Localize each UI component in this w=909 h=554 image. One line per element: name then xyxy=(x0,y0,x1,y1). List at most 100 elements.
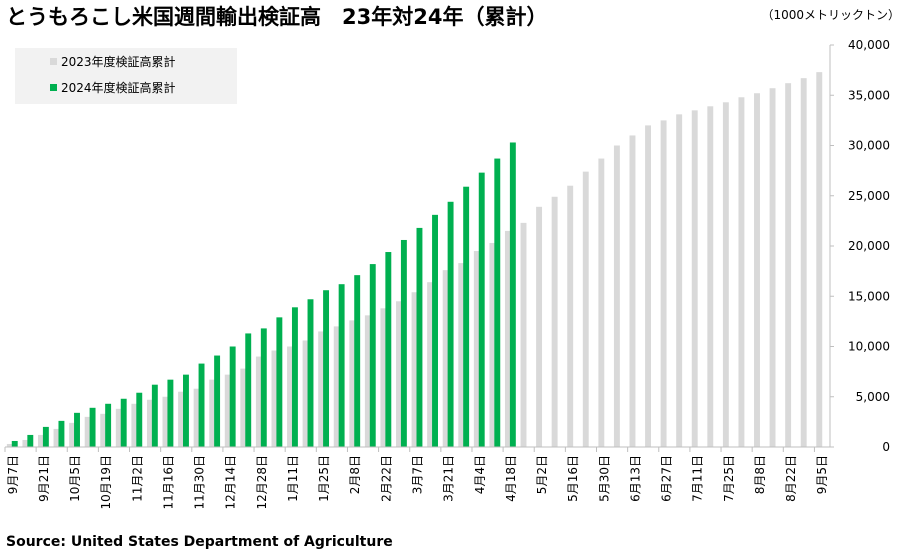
bar xyxy=(115,408,122,447)
y-tick-label: 20,000 xyxy=(848,239,890,253)
x-tick-label: 9月21日 xyxy=(37,455,51,502)
bar xyxy=(229,346,236,447)
bar xyxy=(287,346,293,447)
bar xyxy=(89,407,96,447)
bar xyxy=(676,114,683,447)
bar xyxy=(6,443,13,447)
x-tick-label: 5月16日 xyxy=(566,455,580,502)
bar xyxy=(245,333,252,447)
bar xyxy=(442,270,449,447)
bar xyxy=(58,420,65,447)
bar xyxy=(427,282,434,447)
x-tick-label: 4月4日 xyxy=(473,455,487,494)
x-tick-label: 1月25日 xyxy=(317,455,331,502)
bar xyxy=(349,320,356,447)
x-tick-label: 6月13日 xyxy=(628,455,642,502)
bar xyxy=(271,350,278,447)
bar xyxy=(567,185,574,447)
bar xyxy=(385,252,392,447)
bar xyxy=(240,368,247,447)
y-tick-label: 35,000 xyxy=(848,88,890,102)
bar xyxy=(69,422,76,447)
x-tick-label: 1月11日 xyxy=(286,455,300,502)
bar xyxy=(364,315,371,447)
bar xyxy=(411,292,418,447)
x-tick-label: 2月8日 xyxy=(348,455,362,494)
bar xyxy=(209,379,216,447)
x-tick-label: 5月30日 xyxy=(597,455,611,502)
bar xyxy=(193,388,200,447)
bar xyxy=(598,158,605,447)
bar xyxy=(551,196,558,447)
bar xyxy=(489,242,496,447)
bar xyxy=(100,413,107,447)
legend-label: 2023年度検証高累計 xyxy=(61,54,176,69)
x-tick-label: 12月28日 xyxy=(255,455,269,510)
legend-swatch xyxy=(50,58,57,65)
x-tick-label: 6月27日 xyxy=(660,455,674,502)
chart-title: とうもろこし米国週間輸出検証高 23年対24年（累計） xyxy=(6,5,547,29)
bar xyxy=(369,264,376,447)
bar xyxy=(473,251,480,447)
y-tick-label: 10,000 xyxy=(848,340,890,354)
bar xyxy=(800,78,807,447)
bar xyxy=(27,434,34,447)
bar xyxy=(260,328,267,447)
y-tick-label: 0 xyxy=(882,440,890,454)
bar xyxy=(323,290,330,447)
x-tick-label: 11月2日 xyxy=(130,455,144,502)
bar xyxy=(146,399,153,447)
x-tick-label: 4月18日 xyxy=(504,455,518,502)
x-tick-label: 12月14日 xyxy=(224,455,238,510)
bar xyxy=(613,145,620,447)
bar xyxy=(660,120,667,447)
bar xyxy=(11,440,18,447)
bar xyxy=(536,206,543,447)
bar xyxy=(785,83,792,447)
legend-box xyxy=(15,48,237,104)
bar xyxy=(151,384,158,447)
bar xyxy=(38,434,44,447)
x-tick-label: 5月2日 xyxy=(535,455,549,494)
bar xyxy=(136,392,143,447)
x-tick-label: 9月5日 xyxy=(815,455,829,494)
bar xyxy=(318,331,325,447)
bar xyxy=(74,412,80,447)
x-tick-label: 10月5日 xyxy=(68,455,82,502)
x-tick-label: 8月22日 xyxy=(784,455,798,502)
bar xyxy=(131,403,138,447)
bar xyxy=(458,263,465,447)
bar xyxy=(291,307,298,447)
bar xyxy=(178,391,185,447)
legend-swatch xyxy=(50,84,57,91)
bar xyxy=(754,93,760,448)
bar xyxy=(463,186,470,447)
bar xyxy=(276,317,283,447)
x-tick-label: 9月7日 xyxy=(6,455,20,494)
y-tick-label: 5,000 xyxy=(856,390,890,404)
bar xyxy=(738,97,745,447)
bar xyxy=(84,416,91,447)
bar xyxy=(396,301,402,447)
bar xyxy=(302,340,309,447)
bar xyxy=(380,308,387,447)
bar xyxy=(722,102,729,447)
legend-label: 2024年度検証高累計 xyxy=(61,80,176,95)
y-tick-label: 30,000 xyxy=(848,139,890,153)
unit-label: （1000メトリックトン） xyxy=(761,8,900,22)
bar xyxy=(53,428,60,447)
bar xyxy=(416,227,423,447)
bar xyxy=(214,355,221,447)
bar xyxy=(183,374,189,447)
bar xyxy=(769,88,776,447)
bar xyxy=(255,356,262,447)
bar xyxy=(338,284,345,447)
bar xyxy=(645,125,651,448)
x-tick-label: 8月8日 xyxy=(753,455,767,494)
bar xyxy=(432,214,438,447)
bar xyxy=(509,142,516,448)
x-tick-label: 10月19日 xyxy=(99,455,113,510)
y-tick-label: 25,000 xyxy=(848,189,890,203)
x-tick-label: 11月30日 xyxy=(193,455,207,510)
